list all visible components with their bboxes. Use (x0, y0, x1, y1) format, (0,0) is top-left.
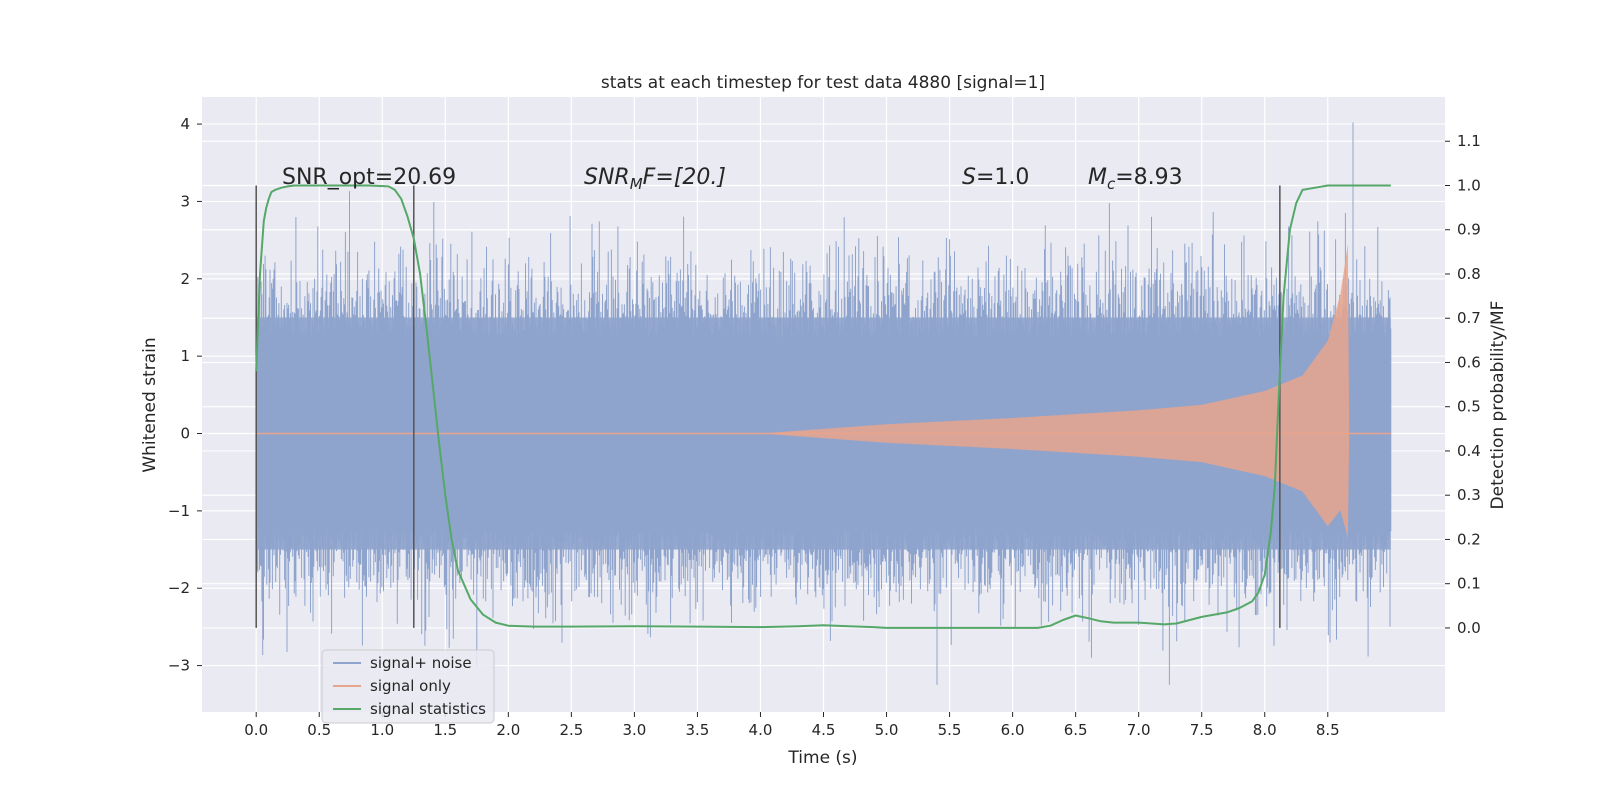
y-right-tick-label: 0.6 (1457, 353, 1481, 371)
x-tick-label: 8.5 (1316, 721, 1340, 739)
statistics-line (255, 184, 1391, 629)
y-tick-label: 4 (180, 115, 190, 133)
annotation-mc-rest: =8.93 (1115, 165, 1182, 190)
x-tick-label: 2.5 (559, 721, 583, 739)
y-axis-right-label: Detection probability/MF (1488, 301, 1508, 510)
y-right-tick-label: 1.1 (1457, 132, 1481, 150)
x-tick-label: 5.5 (938, 721, 962, 739)
annotation-snr-mf: SNRMF=[20.] (584, 165, 726, 193)
x-tick-label: 0.0 (244, 721, 268, 739)
series-signal-statistics (255, 184, 1391, 629)
y-right-tick-label: 0.5 (1457, 398, 1481, 416)
ticks: 0.0 0.5 1.0 1.5 2.0 2.5 3.0 3.5 4.0 4.5 5.0 5.5 6.0 6… (168, 115, 1481, 739)
y-tick-label: −1 (168, 502, 190, 520)
annotation-snr-opt: SNR_opt=20.69 (282, 165, 456, 190)
x-tick-label: 3.5 (686, 721, 710, 739)
legend-label-signal-only: signal only (370, 677, 451, 695)
legend-label-signal-noise: signal+ noise (370, 654, 472, 672)
annotation-mc: Mc=8.93 (1088, 165, 1183, 193)
legend-label-signal-statistics: signal statistics (370, 700, 486, 718)
y-tick-label: 3 (180, 192, 190, 210)
y-axis-label: Whitened strain (140, 337, 160, 472)
x-tick-label: 1.5 (433, 721, 457, 739)
x-tick-label: 4.0 (749, 721, 773, 739)
annotation-s-main: S (962, 165, 976, 190)
y-tick-label: 1 (180, 347, 190, 365)
series-signal-only (256, 244, 1391, 538)
y-tick-label: −3 (168, 657, 190, 675)
annotation-s: S=1.0 (962, 165, 1029, 190)
x-tick-label: 5.0 (875, 721, 899, 739)
annotation-mc-main: M (1088, 165, 1107, 190)
y-right-tick-label: 0.9 (1457, 221, 1481, 239)
y-right-tick-label: 0.8 (1457, 265, 1481, 283)
x-axis-label: Time (s) (787, 748, 857, 768)
legend-box (321, 649, 495, 724)
y-tick-label: 0 (180, 425, 190, 443)
y-right-tick-label: 0.4 (1457, 442, 1481, 460)
x-tick-label: 3.0 (622, 721, 646, 739)
x-tick-label: 8.0 (1253, 721, 1277, 739)
annotation-mc-sub: c (1107, 175, 1116, 193)
x-tick-label: 6.5 (1064, 721, 1088, 739)
y-tick-label: −2 (168, 579, 190, 597)
x-tick-label: 7.5 (1190, 721, 1214, 739)
x-tick-label: 0.5 (307, 721, 331, 739)
x-tick-label: 1.0 (370, 721, 394, 739)
y-right-tick-label: 0.3 (1457, 486, 1481, 504)
x-tick-label: 7.0 (1127, 721, 1151, 739)
y-right-tick-label: 0.7 (1457, 309, 1481, 327)
y-right-tick-label: 1.0 (1457, 176, 1481, 194)
vertical-markers (255, 185, 1281, 628)
x-tick-label: 2.0 (496, 721, 520, 739)
legend: signal+ noise signal only signal statist… (321, 649, 495, 724)
annotation-s-rest: =1.0 (976, 165, 1029, 190)
x-tick-label: 4.5 (812, 721, 836, 739)
y-right-tick-label: 0.2 (1457, 530, 1481, 548)
y-tick-label: 2 (180, 270, 190, 288)
annotation-snr-mf-main: SNR (584, 165, 630, 190)
x-tick-label: 6.0 (1001, 721, 1025, 739)
annotation-snr-mf-sub: M (630, 175, 643, 193)
annotation-snr-mf-rest: F=[20.] (643, 165, 726, 190)
y-right-tick-label: 0.0 (1457, 619, 1481, 637)
y-right-tick-label: 0.1 (1457, 575, 1481, 593)
chart-title: stats at each timestep for test data 488… (601, 73, 1045, 93)
